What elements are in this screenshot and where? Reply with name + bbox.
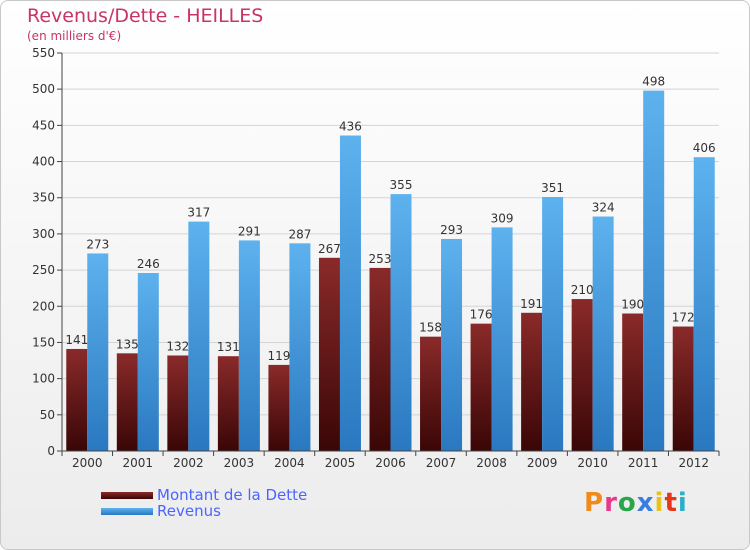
y-tick-label: 100 [32, 372, 55, 386]
data-label-dette: 135 [116, 337, 139, 351]
bar-revenus [693, 157, 715, 451]
data-label-dette: 176 [470, 308, 493, 322]
x-tick-label: 2012 [678, 456, 709, 470]
bar-revenus [542, 197, 564, 451]
brand-letter: r [604, 488, 618, 518]
data-label-revenus: 406 [693, 141, 716, 155]
data-label-dette: 158 [419, 321, 442, 335]
y-tick-label: 150 [32, 335, 55, 349]
data-label-revenus: 293 [440, 223, 463, 237]
data-label-revenus: 273 [86, 237, 109, 251]
data-label-dette: 190 [621, 298, 644, 312]
data-label-revenus: 291 [238, 224, 261, 238]
bar-revenus [592, 216, 614, 451]
bar-dette [167, 355, 189, 451]
data-label-dette: 172 [672, 311, 695, 325]
y-tick-label: 50 [40, 408, 55, 422]
y-tick-label: 0 [47, 444, 55, 458]
bar-dette [521, 312, 543, 451]
x-tick-label: 2005 [325, 456, 356, 470]
data-label-revenus: 351 [541, 181, 564, 195]
bar-dette [66, 348, 88, 451]
brand-letter: x [636, 488, 655, 518]
y-tick-label: 250 [32, 263, 55, 277]
bars: 141 273 135 246 132 317 131 291 119 287 267 436 253 3… [65, 75, 716, 452]
x-tick-label: 2002 [173, 456, 204, 470]
bar-dette [268, 364, 290, 451]
x-tick-label: 2003 [224, 456, 255, 470]
bar-revenus [491, 227, 513, 451]
x-tick-label: 2004 [274, 456, 305, 470]
legend-swatch-debt [101, 491, 153, 499]
data-label-dette: 131 [217, 340, 240, 354]
bar-revenus [339, 135, 361, 451]
data-label-revenus: 287 [288, 227, 311, 241]
legend-swatch-revenus [101, 507, 153, 515]
data-label-revenus: 317 [187, 206, 210, 220]
x-tick-label: 2011 [628, 456, 659, 470]
bar-dette [622, 313, 644, 451]
data-label-revenus: 355 [390, 178, 413, 192]
brand-letter: i [677, 488, 688, 518]
brand-letter: o [617, 488, 637, 518]
bar-dette [420, 336, 442, 451]
bar-revenus [188, 221, 210, 451]
data-label-dette: 191 [520, 297, 543, 311]
x-tick-label: 2008 [476, 456, 507, 470]
x-tick-label: 2001 [123, 456, 154, 470]
y-tick-label: 400 [32, 155, 55, 169]
data-label-revenus: 498 [642, 75, 665, 89]
data-label-dette: 119 [267, 349, 290, 363]
data-label-dette: 253 [369, 252, 392, 266]
y-tick-label: 300 [32, 227, 55, 241]
data-label-dette: 210 [571, 283, 594, 297]
bar-dette [217, 356, 239, 451]
data-label-dette: 267 [318, 242, 341, 256]
data-label-revenus: 324 [592, 201, 615, 215]
x-tick-label: 2000 [72, 456, 103, 470]
x-tick-label: 2006 [375, 456, 406, 470]
bar-dette [571, 299, 593, 451]
bar-revenus [390, 194, 412, 452]
data-label-revenus: 246 [137, 257, 160, 271]
x-tick-label: 2010 [577, 456, 608, 470]
brand-letter: P [584, 488, 605, 518]
bar-dette [369, 267, 391, 451]
brand-letter: t [664, 488, 678, 518]
data-label-revenus: 436 [339, 119, 362, 133]
legend-label-revenus: Revenus [157, 502, 221, 520]
bar-revenus [137, 272, 159, 451]
y-tick-label: 450 [32, 118, 55, 132]
bar-revenus [441, 238, 463, 451]
bar-revenus [87, 253, 109, 451]
data-label-dette: 141 [65, 333, 88, 347]
data-label-dette: 132 [166, 339, 189, 353]
legend-label-debt: Montant de la Dette [157, 486, 308, 504]
x-tick-label: 2007 [426, 456, 457, 470]
chart-subtitle: (en milliers d'€) [27, 29, 122, 43]
y-tick-label: 350 [32, 191, 55, 205]
bar-dette [116, 353, 138, 451]
x-tick-label: 2009 [527, 456, 558, 470]
bar-revenus [289, 243, 311, 451]
bar-dette [470, 323, 492, 451]
data-label-revenus: 309 [491, 211, 514, 225]
chart-title: Revenus/Dette - HEILLES [27, 5, 264, 27]
x-axis: 2000 2001 2002 2003 2004 2005 2006 2007 2008 2009… [61, 450, 720, 470]
bar-dette [318, 257, 340, 451]
proxiti-logo: Proxiti [584, 488, 688, 518]
brand-letter: i [654, 488, 665, 518]
y-tick-label: 550 [32, 46, 55, 60]
legend-item-debt: Montant de la Dette [101, 486, 308, 504]
bar-revenus [238, 240, 260, 451]
y-axis: 0 50 100 150 200 250 300 350 400 450 500 550 [32, 46, 63, 458]
bar-dette [672, 326, 694, 451]
legend: Montant de la Dette Revenus [101, 486, 308, 520]
y-tick-label: 500 [32, 82, 55, 96]
y-tick-label: 200 [32, 299, 55, 313]
legend-item-revenus: Revenus [101, 502, 307, 520]
bar-revenus [643, 90, 665, 451]
